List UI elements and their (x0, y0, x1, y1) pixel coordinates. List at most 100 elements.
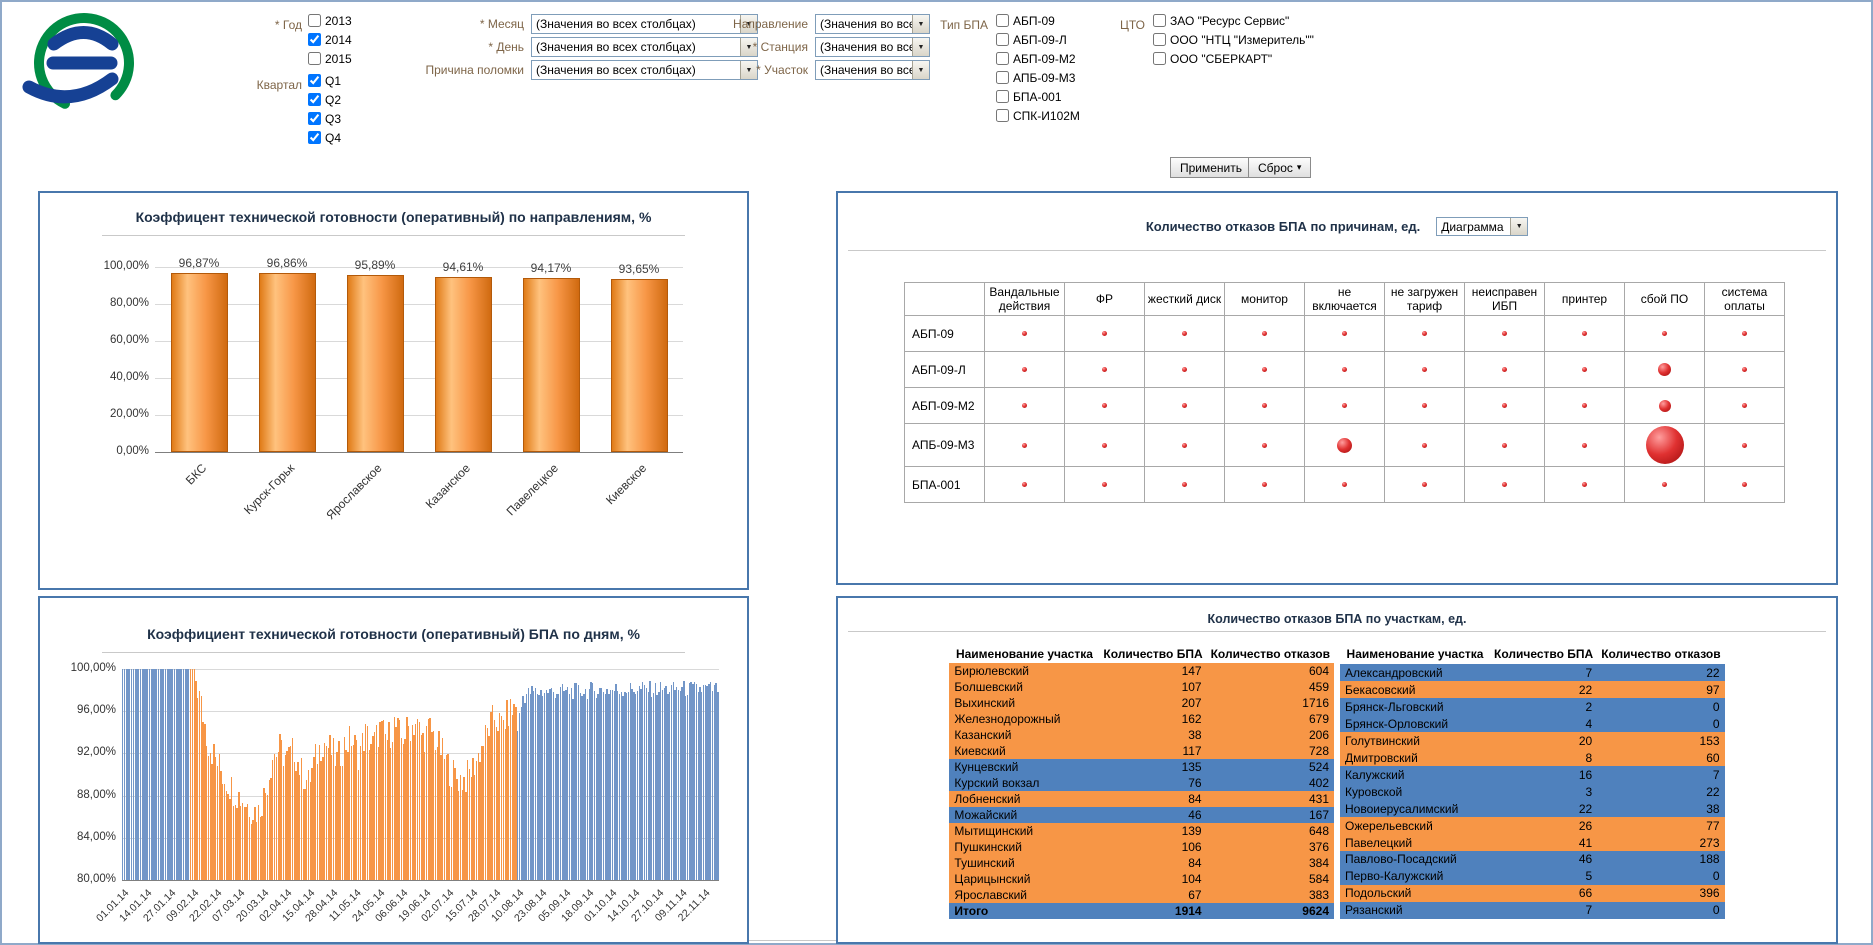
bubble[interactable] (1422, 367, 1427, 372)
year-checkbox[interactable] (308, 14, 321, 27)
daily-bar (243, 806, 245, 880)
bpa-type-checkbox[interactable] (996, 52, 1009, 65)
quarter-checkbox[interactable] (308, 93, 321, 106)
bubble[interactable] (1422, 482, 1427, 487)
date-filter-select[interactable]: (Значения во всех столбцах) ▼ (531, 14, 758, 34)
bubble[interactable] (1582, 442, 1587, 448)
bubble[interactable] (1662, 331, 1667, 336)
quarter-option[interactable]: Q3 (308, 109, 341, 128)
bubble[interactable] (1422, 403, 1427, 408)
reset-button[interactable]: Сброс ▾ (1248, 157, 1312, 178)
year-checkbox[interactable] (308, 33, 321, 46)
bubble[interactable] (1422, 442, 1427, 448)
bubble[interactable] (1182, 331, 1187, 336)
chart-bar[interactable] (434, 276, 492, 452)
bpa-type-option[interactable]: АБП-09 (996, 11, 1080, 30)
bubble[interactable] (1742, 331, 1747, 336)
date-filter-select[interactable]: (Значения во всех столбцах) ▼ (531, 60, 758, 80)
bubble[interactable] (1262, 482, 1267, 487)
table-row: Выхинский 207 1716 (949, 695, 1334, 711)
chart-bar[interactable] (170, 272, 228, 452)
cto-option[interactable]: ООО "НТЦ "Измеритель"" (1153, 30, 1314, 49)
bubble[interactable] (1182, 442, 1187, 448)
bpa-type-option[interactable]: СПК-И102М (996, 106, 1080, 125)
location-filter-select[interactable]: (Значения во всех столбцах)▼ (815, 37, 930, 57)
quarter-checkbox[interactable] (308, 131, 321, 144)
apply-button[interactable]: Применить (1170, 157, 1253, 178)
bubble[interactable] (1742, 367, 1747, 372)
bubble[interactable] (1102, 403, 1107, 408)
bpa-type-checkbox[interactable] (996, 71, 1009, 84)
year-option[interactable]: 2014 (308, 30, 352, 49)
bubble[interactable] (1102, 331, 1107, 336)
quarter-checkbox[interactable] (308, 112, 321, 125)
cto-checkbox[interactable] (1153, 52, 1166, 65)
bubble[interactable] (1262, 403, 1267, 408)
bpa-type-option[interactable]: АПБ-09-М3 (996, 68, 1080, 87)
bubble[interactable] (1022, 331, 1027, 336)
bubble[interactable] (1342, 403, 1347, 408)
bubble[interactable] (1342, 331, 1347, 336)
bubble[interactable] (1342, 367, 1347, 372)
bubble[interactable] (1262, 442, 1267, 448)
bubble[interactable] (1582, 367, 1587, 372)
bubble[interactable] (1262, 367, 1267, 372)
bubble[interactable] (1022, 403, 1027, 408)
bubble[interactable] (1582, 403, 1587, 408)
bubble[interactable] (1742, 403, 1747, 408)
bubble[interactable] (1662, 482, 1667, 487)
location-filter-select[interactable]: (Значения во всех столбцах)▼ (815, 14, 930, 34)
year-checkbox[interactable] (308, 52, 321, 65)
bubble[interactable] (1102, 367, 1107, 372)
bpa-type-checkbox[interactable] (996, 33, 1009, 46)
bubble[interactable] (1582, 482, 1587, 487)
bubble[interactable] (1022, 442, 1027, 448)
bubble[interactable] (1742, 442, 1747, 448)
bubble[interactable] (1182, 482, 1187, 487)
bpa-type-checkbox[interactable] (996, 109, 1009, 122)
bubble[interactable] (1645, 426, 1684, 464)
chart-bar[interactable] (258, 272, 316, 452)
bubble[interactable] (1502, 367, 1507, 372)
uchastki-table-left: Наименование участка Количество БПА Количе… (949, 644, 1334, 919)
bubble[interactable] (1182, 367, 1187, 372)
bpa-type-option[interactable]: АБП-09-Л (996, 30, 1080, 49)
bubble[interactable] (1102, 442, 1107, 448)
bpa-type-option[interactable]: АБП-09-М2 (996, 49, 1080, 68)
date-filter-select[interactable]: (Значения во всех столбцах) ▼ (531, 37, 758, 57)
bubble[interactable] (1342, 482, 1347, 487)
bubble[interactable] (1022, 482, 1027, 487)
bubble[interactable] (1262, 331, 1267, 336)
quarter-option[interactable]: Q1 (308, 71, 341, 90)
chart-bar[interactable] (522, 277, 580, 452)
year-option[interactable]: 2013 (308, 11, 352, 30)
bubble[interactable] (1658, 363, 1671, 376)
chart-bar[interactable] (346, 274, 404, 452)
quarter-checkbox[interactable] (308, 74, 321, 87)
quarter-option[interactable]: Q4 (308, 128, 341, 147)
bubble[interactable] (1502, 482, 1507, 487)
cto-checkbox[interactable] (1153, 14, 1166, 27)
cto-checkbox[interactable] (1153, 33, 1166, 46)
bubble[interactable] (1422, 331, 1427, 336)
bubble[interactable] (1502, 331, 1507, 336)
cto-option[interactable]: ООО "СБЕРКАРТ" (1153, 49, 1314, 68)
bubble[interactable] (1502, 442, 1507, 448)
bubble[interactable] (1102, 482, 1107, 487)
view-type-select[interactable]: Диаграмма ▼ (1436, 217, 1529, 236)
bpa-type-option[interactable]: БПА-001 (996, 87, 1080, 106)
cto-option[interactable]: ЗАО "Ресурс Сервис" (1153, 11, 1314, 30)
bubble[interactable] (1582, 331, 1587, 336)
quarter-option[interactable]: Q2 (308, 90, 341, 109)
bubble[interactable] (1337, 437, 1352, 453)
bubble[interactable] (1502, 403, 1507, 408)
year-option[interactable]: 2015 (308, 49, 352, 68)
chart-bar[interactable] (610, 278, 668, 452)
bubble[interactable] (1182, 403, 1187, 408)
bubble[interactable] (1658, 399, 1671, 412)
bubble[interactable] (1022, 367, 1027, 372)
location-filter-select[interactable]: (Значения во всех столбцах)▼ (815, 60, 930, 80)
bubble[interactable] (1742, 482, 1747, 487)
bpa-type-checkbox[interactable] (996, 90, 1009, 103)
bpa-type-checkbox[interactable] (996, 14, 1009, 27)
